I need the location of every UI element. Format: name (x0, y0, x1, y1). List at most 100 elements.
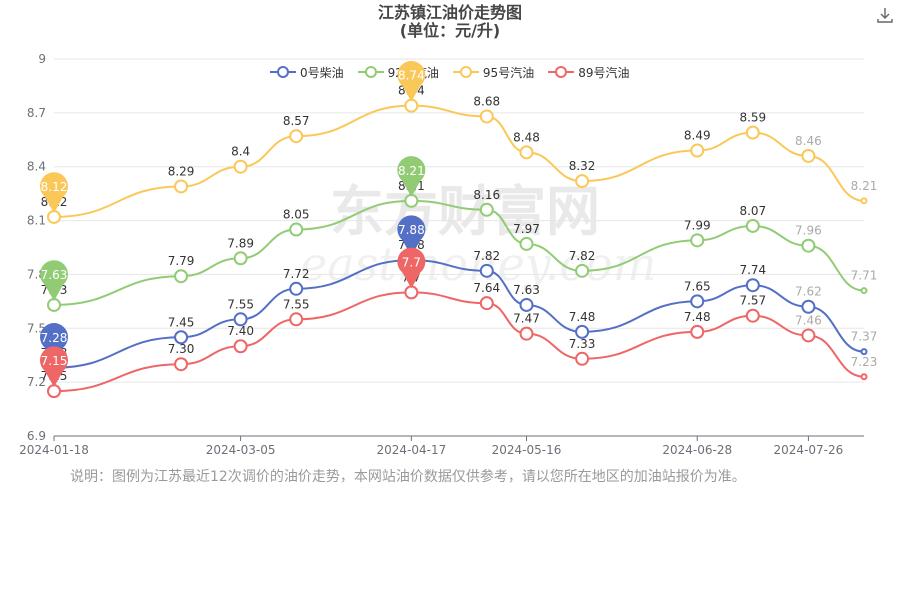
data-point (174, 330, 189, 345)
x-tick-label: 2024-01-18 (19, 443, 89, 457)
data-label: 7.97 (513, 222, 540, 236)
data-point (575, 351, 590, 366)
line-chart: 东方财富网eastmoney.com6.97.27.57.88.18.48.79… (19, 52, 878, 457)
legend-item-3[interactable]: 89号汽油 (548, 64, 629, 81)
data-label: 7.23 (851, 355, 878, 369)
data-point (174, 357, 189, 372)
legend-item-0[interactable]: 0号柴油 (270, 64, 344, 81)
legend-line-icon (270, 66, 296, 78)
data-label: 7.72 (283, 267, 310, 281)
data-point (801, 328, 816, 343)
data-label: 7.99 (684, 218, 711, 232)
max-marker-shape (397, 156, 426, 197)
data-label: 7.57 (739, 294, 766, 308)
chart-title-line2: (单位：元/升) (399, 21, 501, 40)
data-label: 7.62 (795, 285, 822, 299)
data-point (289, 312, 304, 327)
data-point (174, 179, 189, 194)
y-tick-label: 8.7 (27, 106, 46, 120)
data-point (289, 281, 304, 296)
data-label: 7.64 (473, 281, 500, 295)
data-label: 7.65 (684, 279, 711, 293)
data-label: 7.79 (168, 254, 195, 268)
data-point (479, 296, 494, 311)
data-point (860, 348, 868, 356)
data-point (519, 326, 534, 341)
legend-label: 89号汽油 (578, 65, 630, 80)
data-label: 8.07 (739, 204, 766, 218)
data-label: 8.49 (684, 129, 711, 143)
data-point (233, 251, 248, 266)
min-marker-label: 7.28 (41, 331, 68, 345)
data-label: 8.21 (851, 179, 878, 193)
max-marker-label: 8.21 (398, 164, 425, 178)
min-marker: 7.15 (40, 346, 68, 388)
data-point (690, 143, 705, 158)
data-point (233, 312, 248, 327)
x-tick-label: 2024-05-16 (492, 443, 562, 457)
data-label: 8.48 (513, 130, 540, 144)
min-marker-shape (39, 172, 68, 213)
legend-label: 95号汽油 (482, 65, 535, 80)
data-label: 8.68 (473, 94, 500, 108)
data-point (575, 324, 590, 339)
data-point (801, 299, 816, 314)
min-marker: 8.12 (39, 172, 68, 213)
data-point (174, 269, 189, 284)
data-label: 7.89 (227, 236, 254, 250)
data-point (745, 308, 760, 323)
min-marker-label: 8.12 (41, 180, 68, 194)
download-icon[interactable] (876, 6, 894, 24)
legend-line-icon (548, 66, 575, 78)
data-point (575, 174, 590, 189)
data-label: 7.55 (283, 297, 310, 311)
x-tick-label: 2024-04-17 (376, 443, 446, 457)
min-marker-label: 7.15 (41, 354, 68, 368)
data-label: 7.37 (851, 330, 878, 344)
y-tick-label: 8.1 (27, 214, 46, 228)
min-marker-shape (40, 346, 68, 388)
legend-line-icon (452, 66, 479, 78)
min-marker: 7.63 (40, 260, 68, 301)
min-marker-shape (40, 260, 68, 301)
data-label: 8.46 (795, 134, 822, 148)
data-point (745, 125, 760, 140)
data-point (690, 233, 705, 248)
data-label: 8.29 (168, 164, 195, 178)
data-label: 7.33 (569, 337, 596, 351)
watermark-text: 东方财富网 (330, 180, 600, 243)
min-marker: 7.28 (40, 323, 68, 364)
data-point (479, 109, 494, 124)
y-tick-label: 9 (38, 52, 46, 66)
y-tick-label: 7.2 (27, 375, 46, 389)
data-point (690, 294, 705, 309)
chart-title: 江苏镇江油价走势图 (单位：元/升) (0, 4, 900, 40)
data-label: 8.16 (473, 188, 500, 202)
data-point (575, 263, 590, 278)
data-label: 7.55 (227, 297, 254, 311)
max-marker: 7.88 (397, 215, 426, 257)
legend-label: 0号柴油 (300, 65, 344, 80)
data-point (860, 197, 868, 205)
data-point (801, 148, 816, 163)
data-label: 8.57 (283, 114, 310, 128)
data-label: 8.59 (739, 111, 766, 125)
data-label: 8.05 (283, 208, 310, 222)
legend-item-2[interactable]: 95号汽油 (452, 64, 535, 81)
max-marker-shape (397, 60, 426, 102)
data-point (860, 373, 868, 381)
max-marker-shape (397, 215, 426, 257)
data-point (479, 263, 494, 278)
data-label: 7.71 (851, 269, 878, 283)
chart-title-line1: 江苏镇江油价走势图 (377, 3, 522, 22)
chart-note: 说明：图例为江苏最近12次调价的油价走势，本网站油价数据仅供参考，请以您所在地区… (70, 469, 746, 485)
data-point (745, 278, 760, 293)
data-label: 7.82 (473, 249, 500, 263)
data-label: 7.48 (569, 310, 596, 324)
data-point (519, 145, 534, 160)
max-marker-label: 8.74 (398, 69, 425, 83)
y-tick-label: 6.9 (27, 429, 46, 443)
data-label: 7.46 (795, 313, 822, 327)
x-tick-label: 2024-06-28 (662, 443, 732, 457)
data-label: 7.40 (227, 324, 254, 338)
